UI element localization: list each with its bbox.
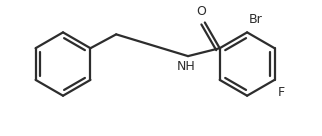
Text: NH: NH xyxy=(177,60,195,73)
Text: O: O xyxy=(196,4,206,18)
Text: Br: Br xyxy=(249,13,263,26)
Text: F: F xyxy=(278,86,285,99)
